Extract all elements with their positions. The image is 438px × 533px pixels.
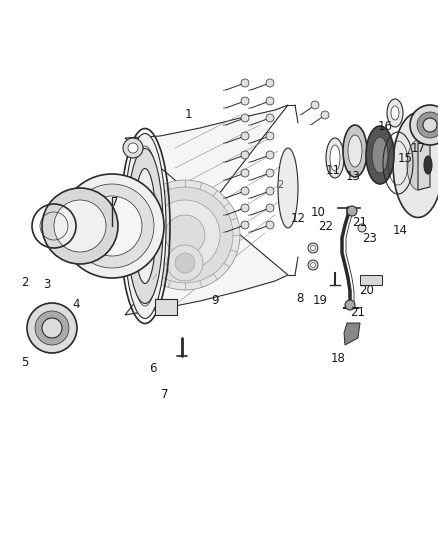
Circle shape	[136, 231, 142, 238]
Text: 10: 10	[311, 206, 325, 220]
Circle shape	[167, 245, 203, 281]
Ellipse shape	[343, 125, 367, 177]
Text: 16: 16	[378, 120, 392, 133]
Circle shape	[60, 174, 164, 278]
Text: 2: 2	[277, 180, 283, 190]
Text: 15: 15	[398, 152, 413, 166]
Circle shape	[266, 114, 274, 122]
Circle shape	[266, 221, 274, 229]
Text: 19: 19	[312, 295, 328, 308]
Text: 7: 7	[161, 389, 169, 401]
Text: 1: 1	[184, 109, 192, 122]
Text: 14: 14	[392, 223, 407, 237]
Circle shape	[311, 246, 315, 251]
Text: 11: 11	[325, 165, 340, 177]
Text: 21: 21	[350, 306, 365, 319]
Ellipse shape	[387, 99, 403, 127]
Circle shape	[266, 169, 274, 177]
Circle shape	[27, 303, 77, 353]
Text: 12: 12	[290, 212, 305, 224]
Ellipse shape	[366, 126, 394, 184]
Ellipse shape	[124, 133, 166, 319]
Ellipse shape	[391, 106, 399, 120]
Text: 13: 13	[346, 169, 360, 182]
Ellipse shape	[393, 112, 438, 217]
Circle shape	[148, 231, 154, 238]
Circle shape	[410, 105, 438, 145]
Polygon shape	[125, 105, 288, 315]
Circle shape	[241, 132, 249, 140]
Text: 5: 5	[21, 357, 28, 369]
Text: 18: 18	[331, 351, 346, 365]
Ellipse shape	[348, 135, 362, 167]
Circle shape	[347, 206, 357, 216]
Circle shape	[165, 215, 205, 255]
Circle shape	[423, 118, 437, 132]
Ellipse shape	[330, 145, 340, 171]
Circle shape	[150, 200, 220, 270]
Ellipse shape	[424, 156, 432, 174]
Text: 23: 23	[363, 231, 378, 245]
Circle shape	[42, 188, 118, 264]
Circle shape	[345, 300, 355, 310]
Circle shape	[266, 204, 274, 212]
Circle shape	[35, 311, 69, 345]
Circle shape	[241, 79, 249, 87]
Circle shape	[266, 132, 274, 140]
Circle shape	[130, 180, 240, 290]
Circle shape	[358, 224, 366, 232]
Text: 2: 2	[21, 277, 29, 289]
Text: 3: 3	[43, 279, 51, 292]
Circle shape	[82, 196, 142, 256]
Text: 4: 4	[72, 298, 80, 311]
Text: 6: 6	[149, 361, 157, 375]
Circle shape	[311, 101, 319, 109]
Text: 7: 7	[111, 197, 119, 209]
Polygon shape	[418, 140, 430, 190]
Circle shape	[241, 204, 249, 212]
Circle shape	[42, 318, 62, 338]
Circle shape	[321, 111, 329, 119]
Polygon shape	[344, 323, 360, 345]
Circle shape	[308, 243, 318, 253]
Circle shape	[308, 260, 318, 270]
Text: 20: 20	[360, 284, 374, 296]
Ellipse shape	[372, 137, 388, 173]
Text: 8: 8	[297, 292, 304, 304]
Text: 17: 17	[410, 142, 425, 156]
Ellipse shape	[278, 148, 298, 228]
Text: 9: 9	[211, 294, 219, 306]
Ellipse shape	[127, 149, 163, 303]
Circle shape	[123, 138, 143, 158]
Circle shape	[70, 184, 154, 268]
Text: 22: 22	[318, 220, 333, 232]
Circle shape	[128, 143, 138, 153]
Circle shape	[311, 262, 315, 268]
Circle shape	[54, 200, 106, 252]
Circle shape	[241, 97, 249, 105]
Circle shape	[148, 214, 154, 221]
Ellipse shape	[129, 146, 161, 306]
Circle shape	[266, 79, 274, 87]
Circle shape	[142, 240, 148, 246]
Circle shape	[241, 114, 249, 122]
Circle shape	[417, 112, 438, 138]
Circle shape	[241, 151, 249, 159]
Circle shape	[241, 187, 249, 195]
Circle shape	[142, 206, 148, 212]
Ellipse shape	[407, 140, 429, 190]
Ellipse shape	[326, 138, 344, 178]
FancyBboxPatch shape	[360, 275, 382, 285]
Circle shape	[266, 97, 274, 105]
Circle shape	[266, 151, 274, 159]
Circle shape	[137, 187, 233, 283]
Circle shape	[175, 253, 195, 273]
Text: 21: 21	[353, 216, 367, 230]
Circle shape	[241, 169, 249, 177]
Circle shape	[241, 221, 249, 229]
Circle shape	[266, 187, 274, 195]
Circle shape	[136, 214, 142, 221]
FancyBboxPatch shape	[155, 299, 177, 315]
Ellipse shape	[134, 168, 156, 284]
